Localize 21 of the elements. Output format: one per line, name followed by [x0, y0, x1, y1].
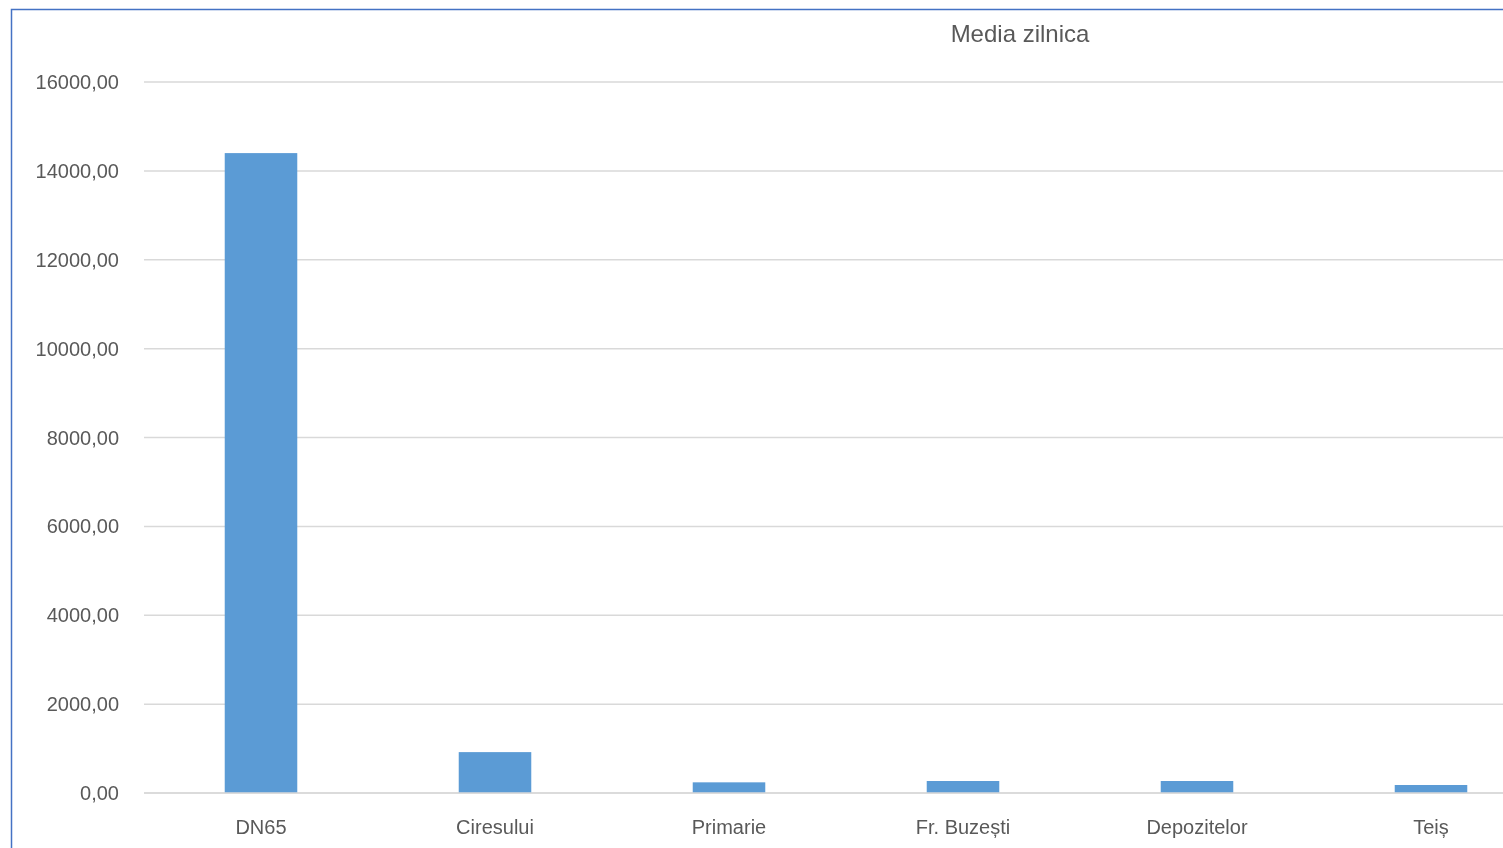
y-tick-label: 4000,00	[46, 604, 119, 627]
y-tick-label: 0,00	[80, 782, 119, 804]
y-tick-label: 2000,00	[46, 693, 119, 716]
bar	[458, 752, 532, 793]
bar	[224, 153, 298, 793]
x-tick-label: Depozitelor	[1146, 816, 1248, 838]
y-tick-label: 10000,00	[35, 337, 119, 360]
bar	[926, 781, 1000, 793]
chart-title: Media zilnica	[950, 20, 1091, 47]
y-tick-label: 6000,00	[46, 515, 119, 538]
y-tick-label: 16000,00	[35, 71, 119, 93]
x-tick-label: Fr. Buzești	[915, 816, 1011, 838]
x-tick-label: Ciresului	[456, 816, 534, 838]
x-tick-label: DN65	[235, 816, 287, 838]
x-tick-label: Primarie	[691, 816, 767, 838]
bar	[1160, 781, 1234, 793]
y-tick-label: 14000,00	[35, 159, 119, 182]
x-tick-label: Teiș	[1413, 816, 1449, 838]
bar	[692, 782, 766, 793]
y-tick-label: 12000,00	[35, 248, 119, 271]
y-tick-label: 8000,00	[46, 426, 119, 449]
